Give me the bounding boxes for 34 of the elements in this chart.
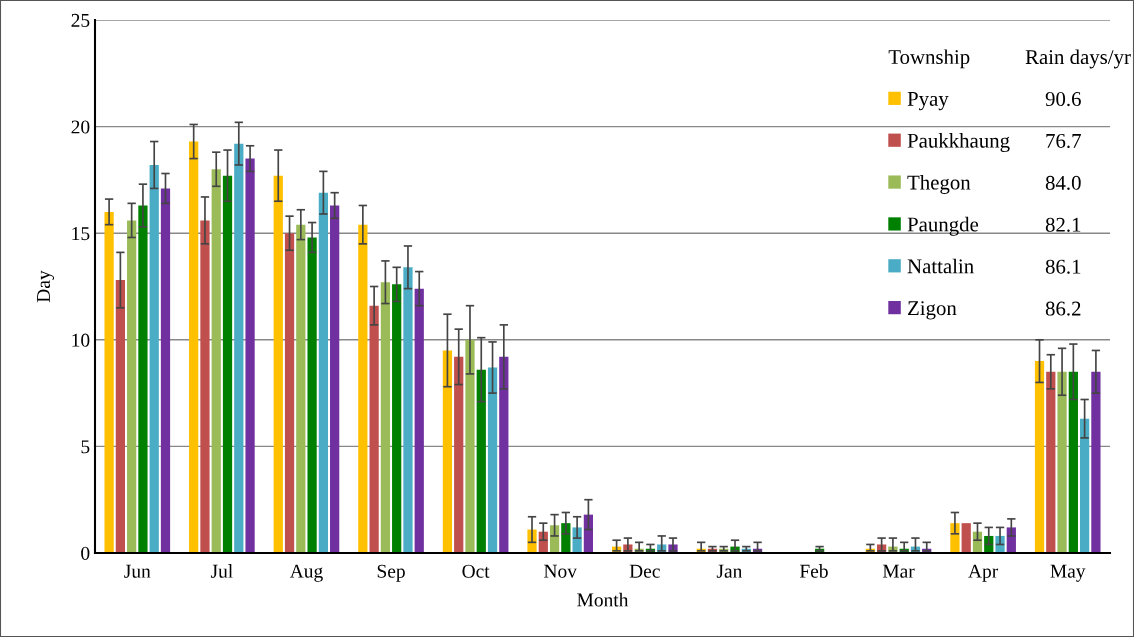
y-tick-label: 20 [71, 120, 90, 134]
annotation: 90.6 [1045, 91, 1081, 107]
legend-label: Zigon [908, 301, 957, 320]
x-tick-label: Sep [377, 564, 405, 582]
legend-label: Paungde [907, 216, 979, 236]
x-axis-title: Month [577, 592, 629, 607]
annotation: 84.0 [1045, 175, 1081, 190]
y-tick-label: 5 [81, 440, 90, 454]
y-tick-label: 25 [71, 13, 90, 27]
legend-label: Paukkhaung [907, 133, 1010, 153]
x-tick-label: Feb [799, 564, 828, 578]
y-tick-label: 0 [81, 546, 90, 560]
y-axis-title: Day [37, 270, 55, 303]
x-tick-label: Jul [210, 564, 233, 578]
annotation: 82.1 [1045, 217, 1081, 232]
annotation: 86.1 [1045, 259, 1081, 274]
annotation: 76.7 [1046, 133, 1081, 149]
x-tick-label: Jun [124, 564, 151, 578]
legend-label: Pyay [907, 92, 949, 111]
y-tick-label: 15 [72, 227, 90, 241]
x-tick-label: Apr [968, 564, 999, 582]
x-tick-label: Nov [544, 564, 577, 578]
x-tick-label: Dec [629, 564, 660, 578]
annotation: Rain days/yr [1025, 49, 1131, 69]
x-tick-label: May [1050, 564, 1086, 582]
x-tick-label: Jan [716, 564, 743, 578]
x-tick-label: Oct [462, 564, 490, 578]
x-tick-label: Aug [289, 564, 323, 582]
legend-label: Nattalin [907, 258, 974, 274]
annotation: 86.2 [1045, 301, 1081, 316]
y-tick-label: 10 [72, 333, 90, 347]
legend-label: Thegon [907, 174, 971, 194]
x-tick-label: Mar [882, 564, 915, 578]
legend-title: Township [888, 49, 970, 69]
